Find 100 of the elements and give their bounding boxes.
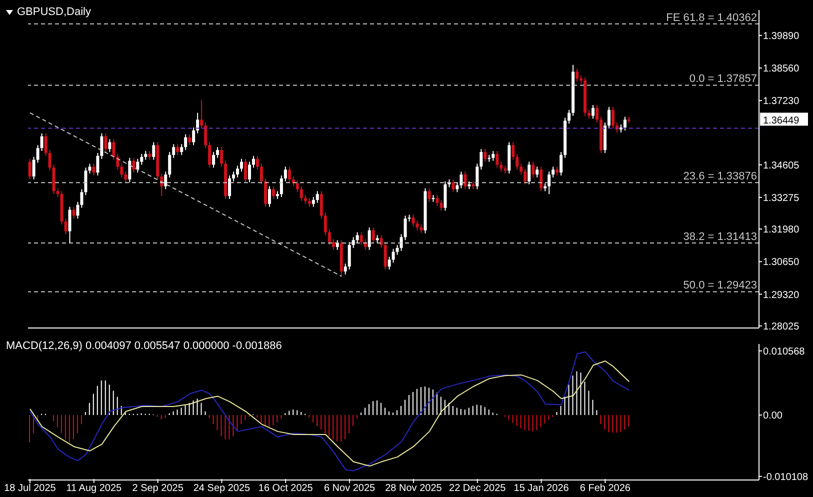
candlestick xyxy=(436,194,439,206)
y-tick-label: 1.39890 xyxy=(763,31,800,42)
candlestick xyxy=(452,178,455,193)
candlestick xyxy=(320,190,323,220)
candlestick xyxy=(236,165,240,178)
candlestick xyxy=(232,171,236,182)
x-tick-label: 11 Aug 2025 xyxy=(66,483,122,494)
candlestick xyxy=(528,161,531,185)
candlestick xyxy=(284,166,287,182)
x-tick-label: 28 Nov 2025 xyxy=(385,483,442,494)
x-tick-label: 6 Nov 2025 xyxy=(324,483,376,494)
candlestick xyxy=(84,167,88,196)
candlestick xyxy=(48,150,52,172)
y-tick-label: 1.34605 xyxy=(763,160,800,172)
y-tick-label: 0.010568 xyxy=(763,346,806,358)
y-tick-label: 1.33275 xyxy=(763,192,800,204)
candlestick xyxy=(356,232,359,244)
candlestick xyxy=(72,206,76,220)
candlestick xyxy=(428,188,431,202)
candlestick xyxy=(520,163,523,176)
candlestick xyxy=(112,138,116,160)
candlestick xyxy=(512,142,515,160)
candlestick xyxy=(68,206,72,244)
candlestick xyxy=(464,171,467,190)
candlestick xyxy=(396,244,399,256)
x-tick-label: 22 Dec 2025 xyxy=(449,483,506,494)
y-tick-label: 1.28025 xyxy=(763,321,800,332)
candlestick xyxy=(608,106,611,129)
x-tick-label: 2 Sep 2025 xyxy=(132,483,184,494)
candlestick xyxy=(28,158,32,180)
candlestick xyxy=(264,178,267,208)
candlestick xyxy=(280,174,283,198)
candlestick xyxy=(188,134,192,146)
candlestick xyxy=(172,144,176,158)
candlestick xyxy=(80,188,84,208)
candlestick xyxy=(416,220,419,231)
candlestick xyxy=(296,180,299,193)
candlestick xyxy=(272,186,275,200)
candlestick xyxy=(216,146,220,158)
candlestick xyxy=(404,215,407,241)
candlestick xyxy=(76,201,80,220)
candlestick xyxy=(496,150,499,168)
candlestick xyxy=(248,161,251,183)
candlestick xyxy=(576,68,579,82)
x-tick-label: 24 Sep 2025 xyxy=(193,483,251,494)
candlestick xyxy=(352,236,355,248)
candlestick xyxy=(196,112,200,134)
candlestick xyxy=(348,242,351,270)
candlestick xyxy=(312,196,315,208)
candlestick xyxy=(52,164,56,195)
candlestick xyxy=(88,163,92,174)
y-tick-label: -0.010108 xyxy=(763,472,808,483)
ref-line-label: 38.2 = 1.31413 xyxy=(683,230,757,243)
candlestick xyxy=(332,238,335,250)
candlestick xyxy=(300,186,303,202)
y-tick-label: 1.38560 xyxy=(763,64,800,75)
candlestick xyxy=(228,174,232,200)
candlestick xyxy=(612,106,614,129)
candlestick xyxy=(128,157,132,183)
candlestick xyxy=(96,152,100,176)
candlestick xyxy=(192,127,196,146)
candlestick xyxy=(484,148,487,162)
candlestick xyxy=(492,150,495,162)
x-tick-label: 6 Feb 2026 xyxy=(580,483,631,494)
candlestick xyxy=(256,155,259,170)
candlestick xyxy=(208,142,212,168)
candlestick xyxy=(560,151,563,176)
candlestick xyxy=(268,186,271,208)
ref-line-label: 50.0 = 1.29423 xyxy=(683,280,757,292)
chart-title: MACD(12,26,9) 0.004097 0.005547 0.000000 -0.001886 xyxy=(6,340,282,352)
candlestick xyxy=(200,100,204,129)
candlestick xyxy=(152,142,156,160)
candlestick xyxy=(104,132,108,152)
candlestick xyxy=(480,148,483,170)
candlestick xyxy=(392,248,395,264)
candlestick xyxy=(623,116,626,131)
y-tick-label: 1.29320 xyxy=(763,290,800,301)
x-tick-label: 16 Oct 2025 xyxy=(258,483,314,494)
candlestick xyxy=(596,104,599,124)
candlestick xyxy=(40,132,44,152)
candlestick xyxy=(240,158,244,172)
y-tick-label: 1.37230 xyxy=(763,96,800,108)
candlestick xyxy=(532,161,535,178)
candlestick xyxy=(36,144,40,164)
candlestick xyxy=(44,132,48,156)
candlestick xyxy=(516,153,519,170)
candlestick xyxy=(552,166,555,178)
y-tick-label: 0.00 xyxy=(763,410,783,422)
text: 1.36449 xyxy=(763,116,800,127)
candlestick xyxy=(316,190,319,204)
candlestick xyxy=(100,132,104,160)
x-tick-label: 15 Jan 2026 xyxy=(514,483,570,494)
candlestick xyxy=(540,166,543,192)
candlestick xyxy=(328,228,331,246)
candlestick xyxy=(32,156,36,180)
candlestick xyxy=(124,171,128,183)
candlestick xyxy=(92,163,96,176)
candlestick xyxy=(372,226,375,244)
candlestick xyxy=(400,234,403,252)
ref-line-label: 23.6 = 1.33876 xyxy=(683,170,757,183)
